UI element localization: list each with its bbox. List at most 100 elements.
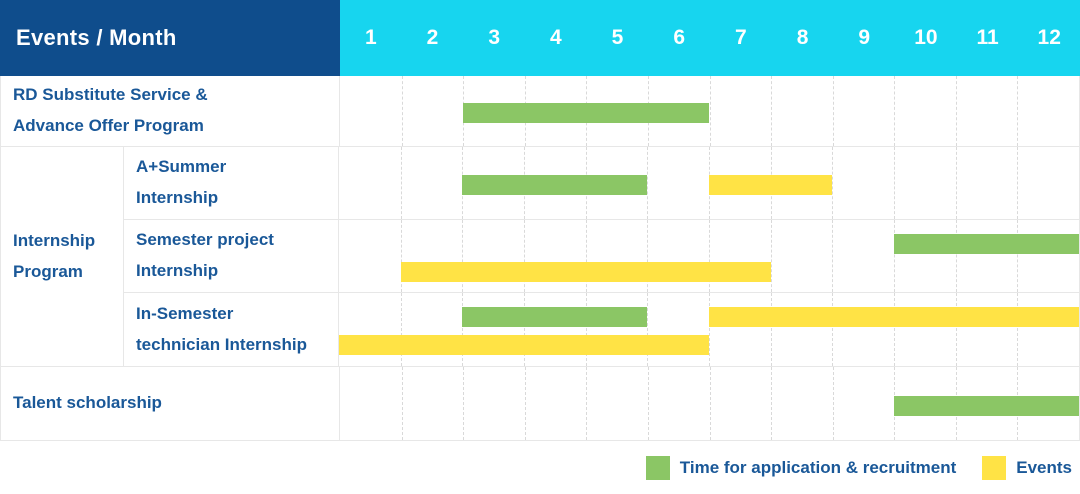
month-gridline (647, 293, 649, 366)
month-gridline (894, 293, 895, 366)
month-gridline (585, 293, 587, 366)
month-gridline (1017, 220, 1019, 292)
legend: Time for application & recruitment Events (0, 441, 1080, 494)
month-gridline (1017, 147, 1019, 219)
month-gridline (771, 367, 773, 440)
row-label-text: RD Substitute Service & Advance Offer Pr… (13, 85, 208, 135)
month-gridline (770, 293, 772, 366)
month-gridline (955, 220, 957, 292)
gantt-track-semester-project-internship (339, 220, 1079, 292)
month-header-cell: 9 (858, 26, 871, 49)
legend-item-green: Time for application & recruitment (645, 455, 957, 480)
month-gridline (647, 147, 649, 219)
month-gridline (832, 76, 834, 146)
group-label-internship-program: Internship Program (1, 147, 124, 366)
gantt-bar-green (462, 307, 648, 327)
month-gridline (463, 367, 465, 440)
row-label-text: A+Summer Internship (136, 157, 227, 207)
month-header-cell: 5 (611, 26, 624, 49)
month-header-cell: 2 (426, 26, 439, 49)
legend-item-yellow: Events (982, 455, 1072, 480)
legend-label: Time for application & recruitment (679, 457, 957, 477)
month-gridline (401, 367, 403, 440)
gantt-bar-green (894, 395, 1079, 416)
month-header-cell: 10 (914, 26, 938, 49)
month-header-strip: 1 2 3 4 5 6 7 8 9 10 11 12 (340, 0, 1080, 76)
row-label-rd-substitute-service: RD Substitute Service & Advance Offer Pr… (1, 76, 340, 146)
row-label-text: Talent scholarship (13, 393, 162, 413)
table-header-row: Events / Month 1 2 3 4 5 6 7 8 9 10 11 12 (0, 0, 1080, 76)
row-rd-substitute-service: RD Substitute Service & Advance Offer Pr… (1, 76, 1079, 147)
row-group-internship-program: Internship Program A+Summer Internship (1, 147, 1079, 367)
gantt-bar-yellow (339, 335, 709, 355)
month-gridline (832, 293, 834, 366)
legend-swatch-green (645, 455, 670, 480)
month-gridline (955, 147, 957, 219)
legend-swatch-yellow (982, 455, 1007, 480)
month-gridline (832, 367, 834, 440)
gantt-bar-yellow (400, 262, 771, 282)
row-semester-project-internship: Semester project Internship (124, 220, 1079, 293)
month-gridline (771, 76, 773, 146)
table-body: RD Substitute Service & Advance Offer Pr… (0, 76, 1080, 441)
legend-label: Events (1016, 457, 1072, 477)
month-header-cell: 7 (735, 26, 747, 49)
month-gridline (647, 367, 649, 440)
month-gridline (955, 293, 957, 366)
gantt-track-in-semester-technician-internship (339, 293, 1079, 366)
gantt-bar-yellow (709, 307, 1079, 327)
gantt-bar-yellow (709, 175, 833, 195)
month-gridline (647, 220, 649, 292)
events-month-header-cell: Events / Month (0, 0, 340, 76)
row-talent-scholarship: Talent scholarship (1, 367, 1079, 440)
row-label-in-semester-technician-internship: In-Semester technician Internship (124, 293, 339, 366)
month-gridline (401, 76, 403, 146)
month-gridline (770, 220, 772, 292)
month-gridline (586, 367, 588, 440)
month-gridline (1017, 293, 1019, 366)
month-gridline (832, 220, 834, 292)
gantt-track-rd-substitute-service (340, 76, 1079, 146)
month-header-cell: 3 (488, 26, 501, 49)
row-label-semester-project-internship: Semester project Internship (124, 220, 339, 292)
month-gridline (894, 147, 895, 219)
gantt-bar-green (894, 234, 1079, 254)
month-header-cell: 8 (796, 26, 809, 49)
row-a-plus-summer-internship: A+Summer Internship (124, 147, 1079, 220)
month-gridline (400, 147, 402, 219)
month-gridline (709, 293, 710, 366)
month-header-cell: 1 (364, 26, 377, 49)
month-header-cell: 12 (1037, 26, 1061, 49)
month-header-cell: 11 (976, 26, 999, 49)
month-gridline (400, 293, 402, 366)
month-gridline (709, 76, 711, 146)
month-gridline (524, 220, 525, 292)
month-gridline (894, 220, 895, 292)
month-gridline (524, 367, 526, 440)
month-gridline (832, 147, 834, 219)
month-gridline (524, 293, 525, 366)
month-header-cell: 4 (550, 26, 562, 49)
month-gridline (1017, 76, 1019, 146)
month-gridline (462, 220, 464, 292)
group-label-text: Internship Program (13, 230, 96, 281)
row-label-a-plus-summer-internship: A+Summer Internship (124, 147, 339, 219)
month-gridline (894, 76, 896, 146)
row-label-text: Semester project Internship (136, 230, 274, 280)
gantt-track-talent-scholarship (340, 367, 1079, 440)
month-gridline (955, 76, 957, 146)
row-label-text: In-Semester technician Internship (136, 303, 307, 354)
internship-program-subrows: A+Summer Internship Semester project Int… (124, 147, 1079, 366)
month-gridline (400, 220, 402, 292)
month-gridline (709, 220, 710, 292)
gantt-bar-green (462, 175, 648, 195)
row-label-talent-scholarship: Talent scholarship (1, 367, 340, 440)
row-in-semester-technician-internship: In-Semester technician Internship (124, 293, 1079, 366)
month-gridline (462, 293, 464, 366)
month-gridline (585, 220, 587, 292)
events-month-header-label: Events / Month (16, 25, 177, 50)
month-header-cell: 6 (673, 26, 686, 49)
gantt-bar-green (463, 103, 710, 123)
month-gridline (709, 367, 711, 440)
